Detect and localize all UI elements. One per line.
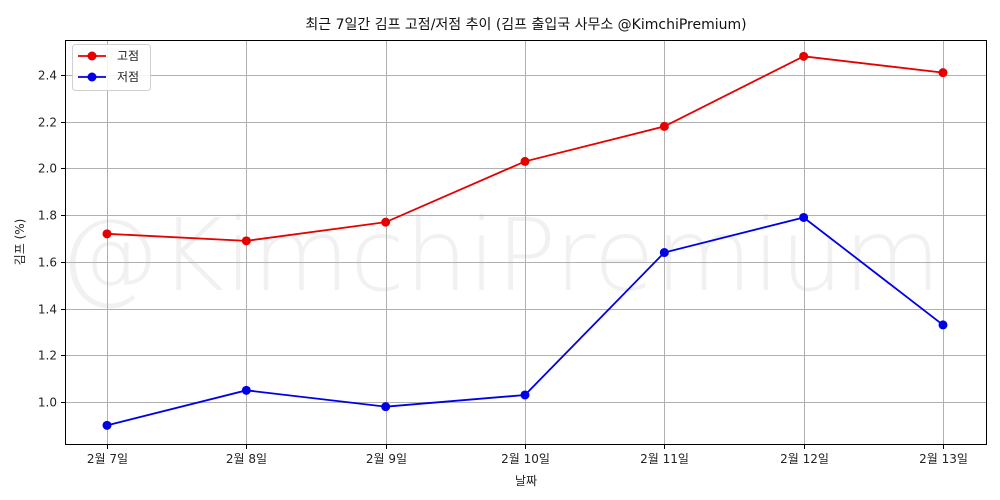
data-series: [102, 51, 948, 430]
legend-label: 저점: [117, 70, 139, 84]
data-point: [938, 320, 948, 330]
data-point: [938, 68, 948, 78]
y-axis-label: 김프 (%): [13, 219, 27, 266]
legend-item: 저점: [78, 70, 139, 84]
y-tick-label: 1.4: [38, 303, 57, 317]
data-point: [520, 156, 530, 166]
legend-marker-icon: [87, 72, 97, 82]
legend-label: 고점: [117, 49, 139, 63]
data-point: [381, 402, 391, 412]
x-tick-label: 2월 13일: [919, 452, 968, 466]
y-tick-label: 1.8: [38, 209, 57, 223]
watermark: @KimchiPremium: [59, 197, 941, 314]
grid-lines: [66, 41, 986, 444]
data-point: [799, 212, 809, 222]
data-point: [102, 229, 112, 239]
data-point: [520, 390, 530, 400]
y-axis: 1.0 1.2 1.4 1.6 1.8 2.0 2.2 2.4: [38, 69, 65, 410]
y-tick-label: 1.2: [38, 349, 57, 363]
x-tick-label: 2월 12일: [780, 452, 829, 466]
data-point: [659, 248, 669, 258]
x-tick-label: 2월 8일: [226, 452, 267, 466]
x-tick-label: 2월 9일: [366, 452, 407, 466]
y-tick-label: 2.0: [38, 162, 57, 176]
data-point: [659, 121, 669, 131]
data-point: [799, 51, 809, 61]
y-tick-label: 2.2: [38, 116, 57, 130]
x-axis-label: 날짜: [515, 474, 537, 488]
x-tick-label: 2월 7일: [87, 452, 128, 466]
data-point: [241, 385, 251, 395]
series-high: [102, 51, 948, 246]
plot-area-frame: [65, 40, 987, 445]
data-point: [241, 236, 251, 246]
x-tick-label: 2월 10일: [501, 452, 550, 466]
chart-title: 최근 7일간 김프 고점/저점 추이 (김프 출입국 사무소 @KimchiPr…: [305, 17, 746, 33]
legend-item: 고점: [78, 49, 139, 63]
y-tick-label: 1.0: [38, 396, 57, 410]
y-tick-label: 2.4: [38, 69, 57, 83]
legend-marker-icon: [87, 51, 97, 61]
x-axis: 2월 7일 2월 8일 2월 9일 2월 10일 2월 11일 2월 12일 2월 13일: [87, 445, 968, 466]
data-point: [102, 420, 112, 430]
series-low: [102, 212, 948, 430]
y-tick-label: 1.6: [38, 256, 57, 270]
x-tick-label: 2월 11일: [640, 452, 689, 466]
data-point: [381, 217, 391, 227]
